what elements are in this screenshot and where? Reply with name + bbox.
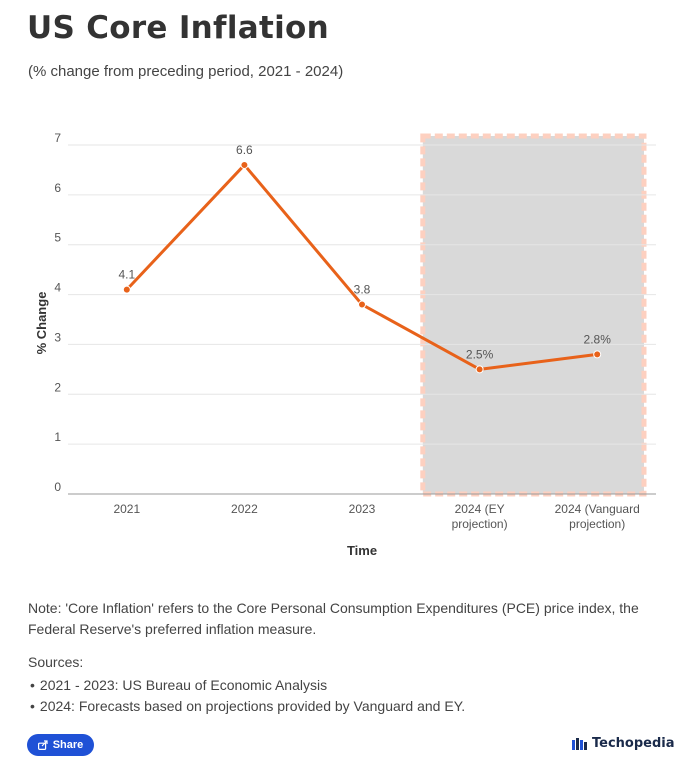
share-label: Share xyxy=(52,739,84,751)
source-item: 2021 - 2023: US Bureau of Economic Analy… xyxy=(30,675,465,696)
data-point xyxy=(240,160,249,169)
y-tick-label: 5 xyxy=(54,231,61,245)
chart-subtitle: (% change from preceding period, 2021 - … xyxy=(28,63,344,80)
y-tick-label: 7 xyxy=(54,131,61,145)
techopedia-logo-icon xyxy=(572,737,587,750)
brand-mark[interactable]: Techopedia xyxy=(572,736,675,751)
source-item: 2024: Forecasts based on projections pro… xyxy=(30,696,465,717)
y-tick-label: 6 xyxy=(54,181,61,195)
data-point xyxy=(593,350,602,359)
sources-heading: Sources: xyxy=(28,654,84,670)
data-label: 2.8% xyxy=(584,332,612,346)
x-tick-label: 2024 (EY xyxy=(455,502,505,516)
x-tick-label: 2024 (Vanguard xyxy=(555,502,640,516)
y-axis-title: % Change xyxy=(34,292,49,355)
data-point xyxy=(122,285,131,294)
brand-name: Techopedia xyxy=(592,736,675,751)
x-tick-label: 2022 xyxy=(231,502,258,516)
x-tick-label: projection) xyxy=(452,517,508,531)
x-axis-title: Time xyxy=(347,543,377,558)
data-label: 4.1 xyxy=(118,268,135,282)
chart-title: US Core Inflation xyxy=(27,10,329,46)
y-tick-label: 1 xyxy=(54,430,61,444)
y-tick-label: 4 xyxy=(54,281,61,295)
data-point xyxy=(475,365,484,374)
y-tick-label: 2 xyxy=(54,380,61,394)
x-tick-label: projection) xyxy=(569,517,625,531)
sources-list: 2021 - 2023: US Bureau of Economic Analy… xyxy=(30,675,465,717)
y-tick-label: 3 xyxy=(54,330,61,344)
x-tick-label: 2023 xyxy=(349,502,376,516)
share-button[interactable]: Share xyxy=(27,734,94,756)
footnote: Note: 'Core Inflation' refers to the Cor… xyxy=(28,600,639,637)
y-tick-label: 0 xyxy=(54,480,61,494)
data-label: 6.6 xyxy=(236,143,253,157)
x-tick-label: 2021 xyxy=(113,502,140,516)
data-point xyxy=(358,300,366,309)
data-label: 3.8 xyxy=(354,283,371,297)
projection-band xyxy=(420,133,647,497)
share-icon xyxy=(37,740,48,750)
data-label: 2.5% xyxy=(466,347,494,361)
